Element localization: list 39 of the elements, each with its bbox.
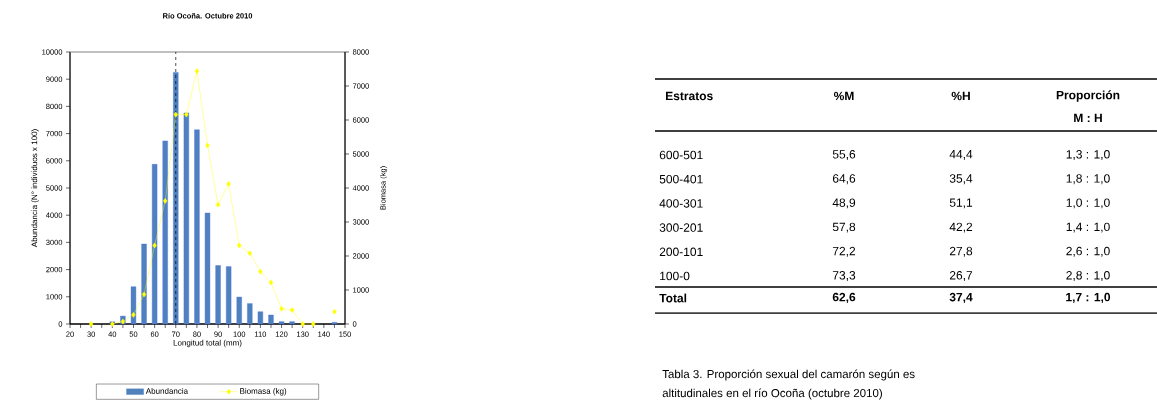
- text: 1,7 : 1,0: [1066, 292, 1111, 304]
- text: 500-401: [659, 174, 703, 184]
- text: 73,3: [832, 271, 856, 281]
- text: Tabla 3. Proporción sexual del camarón según es: [662, 369, 915, 381]
- text: 55,6: [832, 150, 856, 160]
- text: %H: [951, 91, 970, 101]
- text: 1,8 : 1,0: [1066, 174, 1110, 185]
- text: 62,6: [832, 292, 856, 304]
- text: 48,9: [832, 198, 856, 209]
- text: 300-201: [659, 223, 703, 232]
- y-axis-title: Abundancia (N° individuos x 100): [31, 129, 39, 248]
- text: 37,4: [949, 292, 973, 304]
- text: 1,3 : 1,0: [1066, 150, 1110, 160]
- text: 1,4 : 1,0: [1066, 222, 1110, 233]
- x-axis-title: Longitud total (mm): [173, 339, 242, 348]
- text: 100-0: [660, 271, 690, 281]
- text: 2,6 : 1,0: [1066, 246, 1110, 257]
- text: 200-101: [659, 247, 703, 257]
- legend-label: Biomasa (kg): [240, 388, 287, 396]
- text: %M: [833, 91, 854, 101]
- text: 26,7: [949, 271, 973, 281]
- text: 44,4: [949, 150, 973, 160]
- text: Total: [659, 293, 687, 303]
- text: 2,8 : 1,0: [1066, 271, 1110, 281]
- text: 1,0 : 1,0: [1066, 198, 1110, 209]
- text: 600-501: [659, 150, 703, 160]
- text: 42,2: [949, 222, 973, 233]
- text: M : H: [1074, 113, 1102, 123]
- text: altitudinales en el río Ocoña (octubre 2010): [662, 388, 882, 400]
- text: 57,8: [832, 222, 856, 233]
- text: Estratos: [666, 91, 713, 101]
- text: 72,2: [832, 246, 856, 257]
- text: 27,8: [949, 246, 973, 257]
- text: Proporción: [1056, 90, 1120, 102]
- legend-label: Abundancia: [145, 388, 189, 394]
- text: 400-301: [659, 199, 703, 208]
- text: 51,1: [949, 198, 973, 209]
- text: 35,4: [949, 174, 973, 185]
- text: 64,6: [832, 174, 856, 185]
